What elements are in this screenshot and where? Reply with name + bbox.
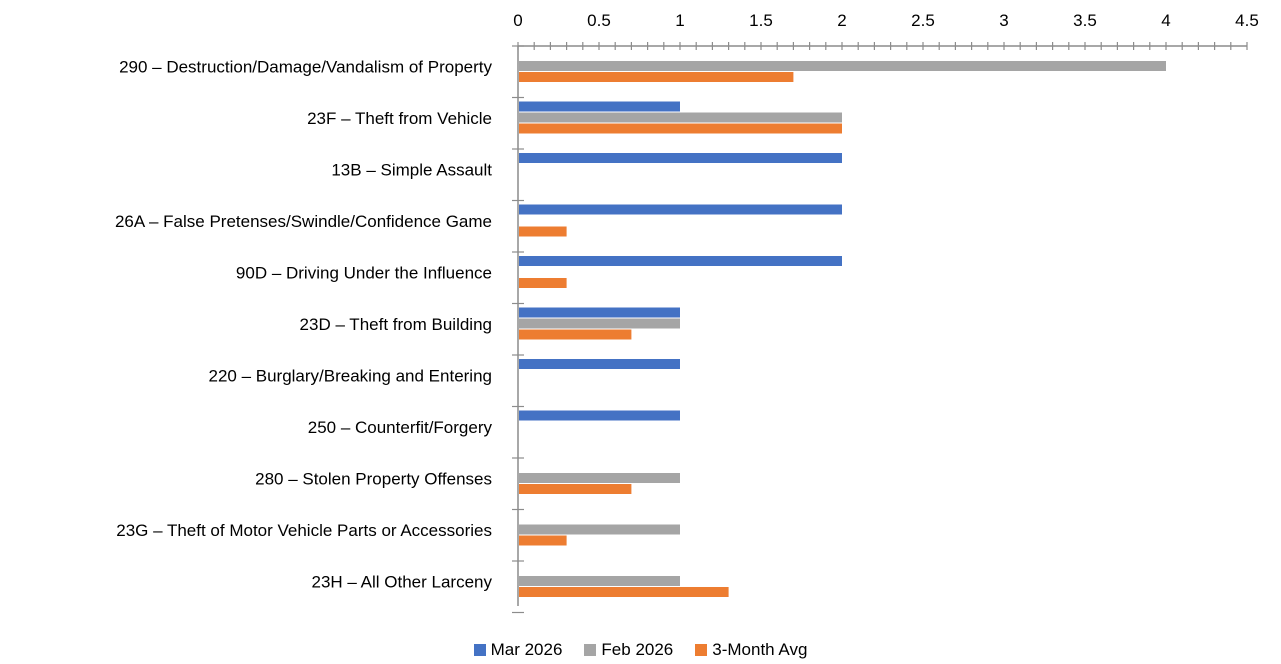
legend-label: Mar 2026 xyxy=(490,640,563,659)
category-label: 290 – Destruction/Damage/Vandalism of Pr… xyxy=(119,58,492,77)
bar-3-month-avg xyxy=(519,535,567,546)
category-label: 23D – Theft from Building xyxy=(300,315,492,334)
x-tick-label: 2 xyxy=(837,11,846,30)
bar-mar-2026 xyxy=(519,204,842,215)
x-tick-label: 4.5 xyxy=(1235,11,1259,30)
x-tick-label: 1.5 xyxy=(749,11,773,30)
x-tick-label: 3 xyxy=(999,11,1008,30)
bar-mar-2026 xyxy=(519,153,842,163)
labels: 0 0.5 1 1.5 2 2.5 3 3.5 4 4.5 290 – Destruction/Da… xyxy=(115,11,1259,592)
x-tick-label: 3.5 xyxy=(1073,11,1097,30)
bar-feb-2026 xyxy=(519,524,680,535)
bar-feb-2026 xyxy=(519,576,680,586)
x-tick-label: 1 xyxy=(675,11,684,30)
bar-3-month-avg xyxy=(519,587,729,597)
bar-mar-2026 xyxy=(519,410,680,421)
bar-mar-2026 xyxy=(519,101,680,112)
legend-label: Feb 2026 xyxy=(601,640,674,659)
category-label: 250 – Counterfit/Forgery xyxy=(308,418,493,437)
category-label: 13B – Simple Assault xyxy=(331,161,492,180)
bar-3-month-avg xyxy=(519,123,842,134)
bar-feb-2026 xyxy=(519,61,1166,71)
bars xyxy=(519,61,1166,597)
x-tick-label: 2.5 xyxy=(911,11,935,30)
bar-chart: 0 0.5 1 1.5 2 2.5 3 3.5 4 4.5 290 – Destruction/Da… xyxy=(115,11,1259,614)
bar-3-month-avg xyxy=(519,72,794,82)
category-label: 90D – Driving Under the Influence xyxy=(236,264,492,283)
category-label: 23H – All Other Larceny xyxy=(312,573,493,592)
category-label: 26A – False Pretenses/Swindle/Confidence… xyxy=(115,212,492,231)
bar-feb-2026 xyxy=(519,318,680,329)
bar-3-month-avg xyxy=(519,278,567,288)
category-label: 23F – Theft from Vehicle xyxy=(307,109,492,128)
legend-label: 3-Month Avg xyxy=(712,640,808,659)
legend-swatch xyxy=(584,644,597,656)
x-tick-label: 0.5 xyxy=(587,11,611,30)
axes xyxy=(512,42,1248,614)
x-tick-label: 0 xyxy=(513,11,522,30)
legend-item: Mar 2026 xyxy=(473,640,563,660)
legend-swatch xyxy=(473,644,486,656)
bar-feb-2026 xyxy=(519,473,680,483)
bar-3-month-avg xyxy=(519,226,567,237)
bar-3-month-avg xyxy=(519,484,632,494)
category-label: 220 – Burglary/Breaking and Entering xyxy=(208,367,492,386)
category-label: 280 – Stolen Property Offenses xyxy=(255,470,492,489)
bar-mar-2026 xyxy=(519,359,680,369)
x-tick-label: 4 xyxy=(1161,11,1170,30)
bar-feb-2026 xyxy=(519,112,842,123)
legend: Mar 2026 Feb 2026 3-Month Avg xyxy=(0,638,1281,662)
legend-item: Feb 2026 xyxy=(584,640,673,660)
bar-3-month-avg xyxy=(519,329,632,340)
legend-item: 3-Month Avg xyxy=(695,640,807,660)
category-label: 23G – Theft of Motor Vehicle Parts or Ac… xyxy=(116,521,492,540)
bar-mar-2026 xyxy=(519,307,680,318)
bar-mar-2026 xyxy=(519,256,842,266)
legend-swatch xyxy=(695,644,708,656)
